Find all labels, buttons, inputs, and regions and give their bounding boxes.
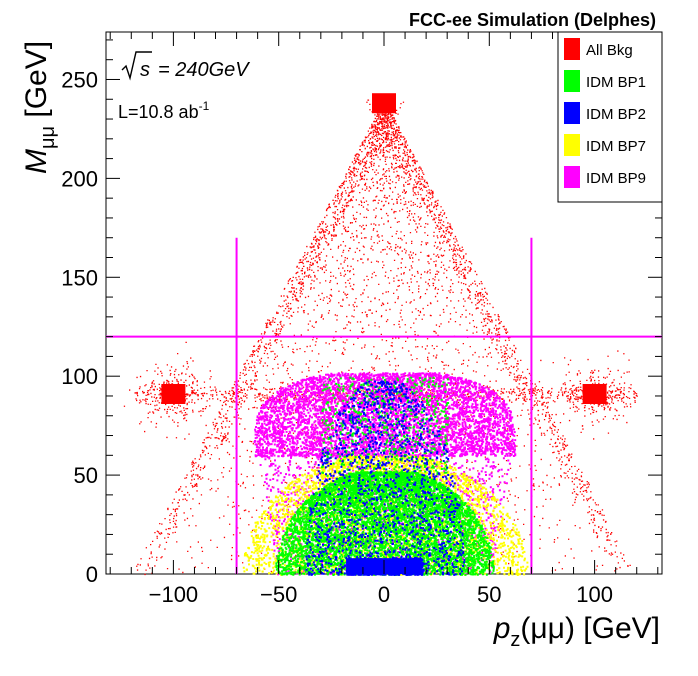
legend-swatch-4 (564, 166, 580, 188)
x-tick-label: −100 (149, 582, 199, 607)
legend-swatch-0 (564, 38, 580, 60)
x-tick-label: −50 (260, 582, 297, 607)
y-tick-label: 50 (74, 463, 98, 488)
x-tick-label: 0 (378, 582, 390, 607)
legend-swatch-3 (564, 134, 580, 156)
series-idm-bp9 (253, 372, 517, 576)
y-tick-label: 100 (61, 364, 98, 389)
energy-value: = 240GeV (158, 59, 250, 81)
legend-label-1: IDM BP1 (586, 74, 646, 91)
legend-label-0: All Bkg (586, 42, 633, 59)
legend-label-2: IDM BP2 (586, 106, 646, 123)
selection-cuts (106, 237, 662, 574)
y-tick-label: 150 (61, 265, 98, 290)
legend-swatch-1 (564, 70, 580, 92)
x-tick-label: 100 (576, 582, 613, 607)
legend-swatch-2 (564, 102, 580, 124)
legend-label-4: IDM BP9 (586, 170, 646, 187)
bkg-peak-1 (161, 383, 186, 404)
legend: All Bkg IDM BP1 IDM BP2 IDM BP7 IDM BP9 (557, 31, 663, 203)
energy-s: s (140, 59, 150, 81)
chart-title: FCC-ee Simulation (Delphes) (409, 10, 656, 30)
series-idm-bp2 (305, 380, 466, 576)
y-axis-title: Mμμ [GeV] (20, 41, 59, 174)
legend-label-3: IDM BP7 (586, 138, 646, 155)
x-tick-label: 50 (477, 582, 501, 607)
energy-label: s = 240GeV (121, 51, 250, 81)
bkg-peak-2 (582, 383, 607, 404)
idm-bp2-points (305, 380, 466, 576)
axes: −100 −50 0 50 100 0 50 100 150 200 250 (61, 32, 662, 607)
idm-bp9-points (253, 372, 517, 576)
sqrt-sign (121, 51, 152, 81)
y-tick-label: 200 (61, 166, 98, 191)
y-tick-label: 0 (86, 562, 98, 587)
luminosity-label: L=10.8 ab-1 (118, 99, 210, 122)
x-axis-title: pz(μμ) [GeV] (493, 612, 660, 651)
bkg-peak-0 (372, 93, 396, 114)
y-tick-label: 250 (61, 67, 98, 92)
